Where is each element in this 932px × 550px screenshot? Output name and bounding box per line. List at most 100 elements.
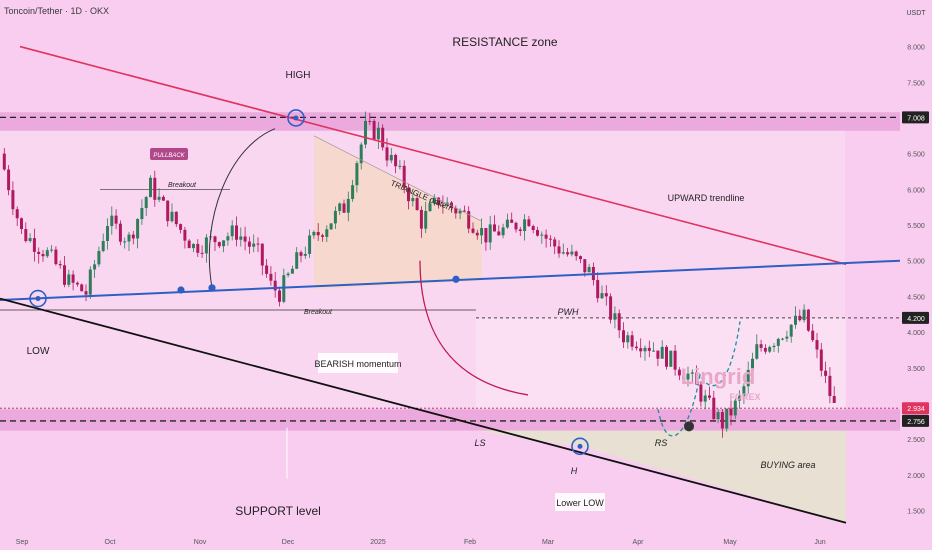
candle-body <box>467 211 471 229</box>
candle-body <box>192 243 195 249</box>
candle-body <box>738 395 742 401</box>
candle-body <box>548 238 552 240</box>
candle-body <box>136 219 140 239</box>
candle-body <box>634 346 638 349</box>
pivot-marker-dot <box>35 296 41 302</box>
candle-body <box>415 198 419 210</box>
candle-body <box>80 284 84 292</box>
candle-body <box>441 205 445 207</box>
candle-body <box>802 309 806 321</box>
pullback-arrow <box>208 128 276 288</box>
candle-body <box>501 227 505 236</box>
candle-body <box>338 203 342 211</box>
candle-body <box>88 269 92 295</box>
candle-body <box>806 309 810 331</box>
candle-body <box>712 397 716 420</box>
candle-body <box>682 375 686 380</box>
candle-body <box>54 249 58 265</box>
candle-body <box>110 215 114 227</box>
support-trendline <box>0 297 847 524</box>
candle-body <box>772 345 776 348</box>
candle-body <box>359 144 363 164</box>
y-tick-label: 8.000 <box>907 45 925 52</box>
candle-body <box>372 120 376 140</box>
candle-body <box>437 197 441 206</box>
candle-body <box>544 234 548 239</box>
resistance-trendline <box>19 45 847 266</box>
symbol-title: Toncoin/Tether · 1D · OKX <box>4 6 110 16</box>
candle-body <box>213 236 217 243</box>
candle-body <box>346 198 350 213</box>
triangle-upper-edge <box>313 135 483 222</box>
candle-body <box>419 209 423 229</box>
candle-body <box>50 249 54 251</box>
candle-body <box>497 231 501 236</box>
candle-body <box>342 203 346 213</box>
candle-body <box>329 223 333 230</box>
candle-body <box>260 243 264 266</box>
candles <box>2 111 836 438</box>
candle-body <box>785 336 789 339</box>
candle-body <box>106 226 109 241</box>
trendline-touch-dot <box>177 286 185 294</box>
candle-body <box>600 293 604 299</box>
candle-body <box>669 350 673 367</box>
x-tick-label: 2025 <box>370 539 386 546</box>
candle-body <box>256 243 260 245</box>
candle-body <box>570 251 574 255</box>
candle-body <box>613 313 617 320</box>
candle-body <box>114 215 118 224</box>
candle-body <box>144 197 148 209</box>
candle-body <box>574 251 578 257</box>
candle-body <box>622 330 625 343</box>
high-label: HIGH <box>286 70 311 81</box>
breakout-lower-label: Breakout <box>304 309 333 316</box>
pwh-label: PWH <box>558 307 579 317</box>
candle-body <box>763 347 767 352</box>
trendline-touch-dot <box>208 284 216 292</box>
candle-body <box>480 228 484 236</box>
candle-body <box>579 256 582 260</box>
candle-body <box>28 238 32 242</box>
candle-body <box>97 250 101 265</box>
candle-body <box>652 350 656 352</box>
candle-body <box>153 177 157 200</box>
candle-body <box>385 147 389 161</box>
candle-body <box>149 177 152 198</box>
candle-body <box>333 210 337 224</box>
candle-body <box>583 259 587 273</box>
candle-body <box>819 349 823 371</box>
candle-body <box>660 346 664 359</box>
watermark-forex: FOREX <box>729 392 760 402</box>
candle-body <box>170 211 174 222</box>
watermark-lingrid: Lingrid <box>681 364 756 389</box>
x-tick-label: Apr <box>633 539 645 546</box>
candle-body <box>389 154 393 161</box>
candle-body <box>407 187 410 202</box>
bearish-arrow <box>419 260 529 396</box>
candle-body <box>630 335 634 347</box>
candle-body <box>540 234 544 236</box>
candle-body <box>312 231 316 236</box>
candle-body <box>222 240 226 247</box>
projection-path <box>657 321 741 437</box>
pivot-marker-ring <box>29 289 47 308</box>
candle-body <box>699 384 703 402</box>
y-tick-label: 5.500 <box>907 223 925 230</box>
support-band <box>0 409 900 431</box>
candle-body <box>321 235 324 237</box>
candle-body <box>239 236 243 240</box>
candle-body <box>531 226 535 231</box>
ls-label: LS <box>474 438 485 448</box>
currency-label: USDT <box>906 10 926 17</box>
candle-body <box>471 228 475 233</box>
candle-body <box>832 396 836 403</box>
candle-body <box>794 315 797 325</box>
bearish-momentum-label: BEARISH momentum <box>314 359 401 369</box>
price-axis-bg <box>900 0 932 532</box>
candle-body <box>488 224 492 243</box>
candle-body <box>686 373 690 380</box>
candle-body <box>247 241 251 247</box>
